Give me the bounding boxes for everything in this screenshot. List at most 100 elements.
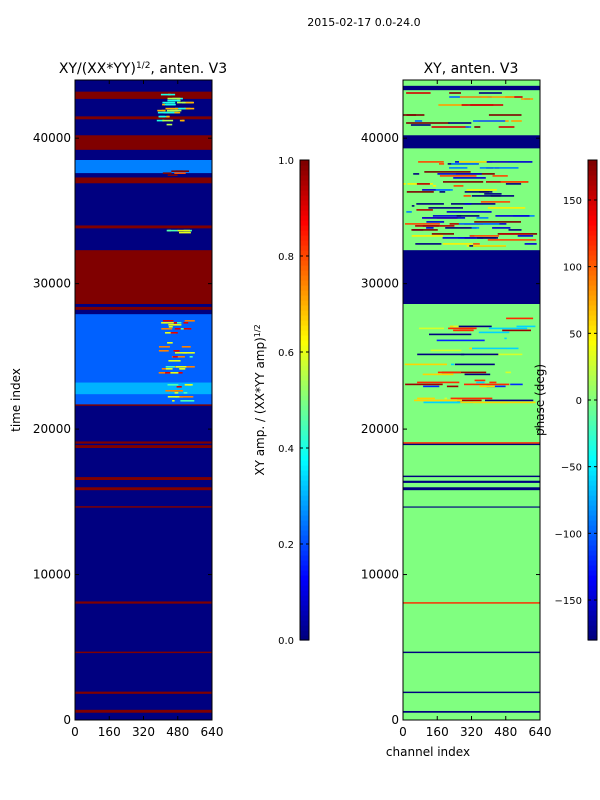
- colorbar-segment: [300, 435, 309, 441]
- heatmap-band: [403, 443, 540, 446]
- colorbar-segment: [588, 450, 597, 456]
- colorbar-segment: [300, 290, 309, 296]
- heatmap-speckle: [406, 114, 425, 116]
- heatmap-speckle: [177, 322, 182, 324]
- heatmap-speckle: [177, 229, 190, 232]
- colorbar-segment: [588, 465, 597, 471]
- heatmap-speckle: [517, 235, 534, 237]
- colorbar-segment: [300, 495, 309, 501]
- heatmap-band: [75, 250, 212, 304]
- colorbar-segment: [300, 475, 309, 481]
- colorbar-segment: [300, 315, 309, 321]
- subplot-1: 0 160 320 480 640 0 10000 20000 30000 40000 XY/(XX…: [9, 61, 310, 739]
- heatmap-speckle: [166, 109, 182, 112]
- heatmap-speckle: [165, 366, 179, 368]
- heatmap-speckle: [448, 122, 472, 124]
- colorbar-segment: [300, 525, 309, 531]
- heatmap-speckle: [441, 371, 487, 374]
- heatmap-speckle: [456, 215, 480, 217]
- heatmap-speckle: [511, 120, 522, 122]
- colorbar-segment: [588, 290, 597, 296]
- colorbar-segment: [300, 405, 309, 411]
- colorbar-segment: [588, 630, 597, 636]
- subplot-title: XY, anten. V3: [424, 61, 519, 77]
- heatmap-speckle: [505, 183, 522, 185]
- heatmap-speckle: [458, 223, 500, 225]
- heatmap-speckle: [453, 329, 474, 332]
- heatmap-band: [75, 445, 212, 448]
- colorbar-segment: [300, 610, 309, 616]
- heatmap-speckle: [165, 332, 176, 334]
- heatmap-speckle: [166, 115, 170, 118]
- heatmap-speckle: [172, 356, 178, 358]
- x-tick-label: 160: [98, 725, 121, 739]
- heatmap-speckle: [162, 172, 172, 174]
- heatmap-speckle: [175, 350, 180, 352]
- heatmap-speckle: [158, 350, 169, 352]
- heatmap-speckle: [428, 207, 463, 209]
- heatmap-speckle: [423, 401, 461, 404]
- colorbar-segment: [588, 250, 597, 256]
- colorbar-segment: [300, 215, 309, 221]
- y-tick-label: 10000: [33, 568, 71, 582]
- colorbar-segment: [588, 325, 597, 331]
- heatmap-speckle: [437, 173, 482, 175]
- colorbar-segment: [300, 245, 309, 251]
- colorbar-segment: [300, 615, 309, 621]
- colorbar-segment: [300, 335, 309, 341]
- colorbar-segment: [588, 345, 597, 351]
- colorbar-segment: [588, 260, 597, 266]
- x-tick-label: 320: [132, 725, 155, 739]
- heatmap-speckle: [162, 372, 171, 374]
- colorbar-segment: [300, 480, 309, 486]
- heatmap-speckle: [417, 353, 465, 356]
- heatmap-speckle: [508, 229, 522, 231]
- colorbar-segment: [588, 540, 597, 546]
- colorbar-segment: [588, 175, 597, 181]
- heatmap-speckle: [495, 215, 530, 217]
- heatmap-band: [75, 487, 212, 491]
- heatmap-speckle: [487, 239, 537, 241]
- heatmap-speckle: [506, 317, 534, 320]
- colorbar-segment: [588, 180, 597, 186]
- colorbar-segment: [588, 330, 597, 336]
- colorbar-segment: [300, 250, 309, 256]
- heatmap-speckle: [183, 392, 188, 394]
- colorbar-segment: [300, 265, 309, 271]
- heatmap-speckle: [415, 243, 442, 245]
- colorbar-segment: [588, 310, 597, 316]
- heatmap-speckle: [469, 235, 500, 237]
- heatmap-speckle: [453, 177, 486, 179]
- colorbar-segment: [588, 510, 597, 516]
- heatmap-speckle: [166, 103, 175, 106]
- heatmap-speckle: [464, 383, 510, 386]
- colorbar-tick-label: 1.0: [278, 156, 294, 167]
- heatmap-speckle: [404, 363, 447, 366]
- colorbar-segment: [300, 590, 309, 596]
- heatmap-speckle: [450, 397, 493, 400]
- colorbar-segment: [300, 230, 309, 236]
- colorbar-segment: [588, 525, 597, 531]
- colorbar-segment: [300, 390, 309, 396]
- colorbar-segment: [588, 445, 597, 451]
- colorbar-tick-label: −150: [555, 596, 582, 607]
- colorbar-segment: [588, 455, 597, 461]
- colorbar-segment: [300, 395, 309, 401]
- heatmap-band: [403, 250, 540, 304]
- x-tick-label: 320: [460, 725, 483, 739]
- heatmap-speckle: [168, 360, 181, 362]
- colorbar-segment: [588, 425, 597, 431]
- heatmap-band: [75, 506, 212, 508]
- heatmap-speckle: [181, 346, 191, 348]
- heatmap-speckle: [500, 181, 528, 183]
- colorbar-segment: [588, 600, 597, 606]
- colorbar-segment: [588, 555, 597, 561]
- heatmap-speckle: [406, 122, 450, 124]
- colorbar-segment: [300, 400, 309, 406]
- heatmap-speckle: [449, 92, 461, 94]
- x-tick-label: 480: [494, 725, 517, 739]
- colorbar-segment: [300, 515, 309, 521]
- heatmap-speckle: [414, 399, 462, 402]
- colorbar-segment: [300, 600, 309, 606]
- heatmap-speckle: [172, 400, 175, 402]
